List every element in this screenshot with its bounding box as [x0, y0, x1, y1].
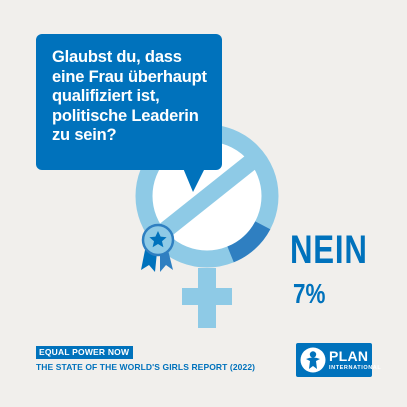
question-line: politische Leaderin	[52, 106, 199, 125]
question-line: qualifiziert ist,	[52, 87, 160, 105]
question-bubble: Glaubst du, dass eine Frau überhaupt qua…	[36, 34, 222, 170]
answer-percentage: 7%	[293, 278, 326, 309]
logo-name: PLAN	[329, 348, 369, 364]
answer-label: NEIN	[290, 228, 368, 272]
plan-international-logo: PLAN INTERNATIONAL	[296, 343, 381, 377]
logo-subtitle: INTERNATIONAL	[329, 365, 382, 371]
question-line: eine Frau überhaupt	[52, 67, 207, 86]
question-line: zu sein?	[52, 126, 117, 144]
award-ribbon-icon	[141, 223, 175, 272]
question-text: Glaubst du, dass eine Frau überhaupt qua…	[52, 48, 212, 146]
symbol-crossbar	[182, 288, 232, 305]
question-line: Glaubst du, dass	[52, 48, 182, 66]
no-slash	[152, 151, 262, 243]
plan-person-icon	[300, 347, 326, 373]
bubble-tail	[183, 168, 205, 192]
campaign-tag: EQUAL POWER NOW	[36, 346, 134, 359]
share-arc	[227, 220, 271, 263]
report-source: THE STATE OF THE WORLD'S GIRLS REPORT (2…	[36, 362, 256, 372]
